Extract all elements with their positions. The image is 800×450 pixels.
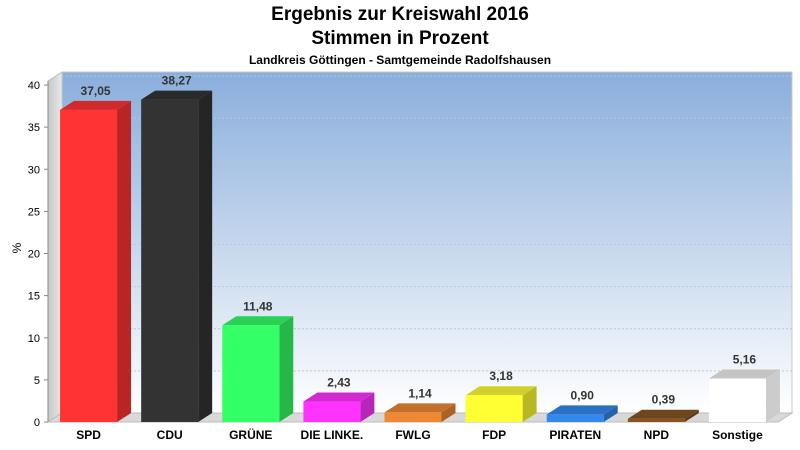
bars: 37,05 38,27 11,48 2,43 1,14 3,18 0,90 0,39 5,16 (60, 74, 780, 422)
y-tick-label: 15 (28, 291, 40, 303)
y-axis-label: % (10, 242, 24, 253)
x-tick-label: NPD (644, 428, 670, 442)
chart-subtitle-line: Stimmen in Prozent (311, 28, 489, 49)
data-label: 5,16 (733, 353, 757, 367)
bar-piraten (546, 405, 618, 422)
bar-front (546, 414, 604, 422)
bar-side (198, 90, 213, 422)
side-wall (47, 71, 63, 423)
bar-front (708, 378, 766, 422)
x-tick-label: FDP (482, 428, 506, 442)
bar-fdp (465, 386, 537, 422)
data-label: 0,39 (652, 393, 676, 407)
bar-front (627, 418, 685, 422)
bar-top (222, 316, 294, 326)
bar-front (465, 395, 523, 422)
data-label: 38,27 (162, 74, 192, 88)
bar-cdu (141, 90, 213, 422)
bar-side (522, 386, 537, 422)
bar-front (60, 109, 118, 422)
x-tick-label: DIE LINKE. (301, 428, 364, 442)
bar-side (360, 392, 375, 422)
bar-top (627, 409, 699, 419)
bar-side (117, 100, 132, 422)
y-tick-label: 40 (28, 80, 40, 92)
data-label: 3,18 (489, 369, 513, 383)
bar-spd (60, 100, 132, 422)
data-label: 0,90 (571, 388, 595, 402)
x-tick-label: PIRATEN (549, 428, 601, 442)
bar-top (708, 369, 780, 379)
bar-sonstige (708, 369, 780, 422)
bar-front (303, 401, 361, 422)
x-tick-label: CDU (157, 428, 183, 442)
y-tick-label: 25 (28, 206, 40, 218)
bar-top (60, 100, 132, 110)
y-tick-label: 35 (28, 122, 40, 134)
y-tick-label: 30 (28, 164, 40, 176)
bar-front (141, 99, 199, 422)
bar-npd (627, 409, 699, 422)
data-label: 11,48 (243, 299, 273, 313)
bar-top (465, 386, 537, 396)
bar-front (384, 412, 442, 422)
bar-front (222, 325, 280, 422)
x-tick-label: SPD (76, 428, 101, 442)
data-label: 2,43 (327, 376, 351, 390)
y-tick-label: 0 (34, 417, 40, 429)
x-tick-label: GRÜNE (229, 427, 272, 442)
bar-fwlg (384, 403, 456, 422)
bar-side (279, 316, 294, 422)
chart-subtitle: Landkreis Göttingen - Samtgemeinde Radol… (248, 53, 552, 67)
bar-side (765, 369, 780, 422)
bar-side (603, 405, 618, 422)
x-tick-label: FWLG (395, 428, 430, 442)
y-tick-label: 10 (28, 333, 40, 345)
bar-top (303, 392, 375, 402)
data-label: 1,14 (408, 386, 432, 400)
bar-top (384, 403, 456, 413)
bar-side (441, 403, 456, 422)
bar-die-linke (303, 392, 375, 422)
data-label: 37,05 (81, 84, 111, 98)
y-tick-label: 5 (34, 375, 40, 387)
y-tick-label: 20 (28, 249, 40, 261)
bar-gr-ne (222, 316, 294, 422)
chart-title: Ergebnis zur Kreiswahl 2016 (271, 4, 529, 25)
y-axis: 0 5 10 15 20 25 30 35 40% (10, 80, 49, 429)
bar-top (141, 90, 213, 100)
bar-top (546, 405, 618, 415)
bar-side (684, 409, 699, 422)
x-tick-label: Sonstige (712, 428, 763, 442)
x-axis: SPD CDU GRÜNE DIE LINKE. FWLG FDP PIRATEN NPD So… (76, 427, 763, 442)
